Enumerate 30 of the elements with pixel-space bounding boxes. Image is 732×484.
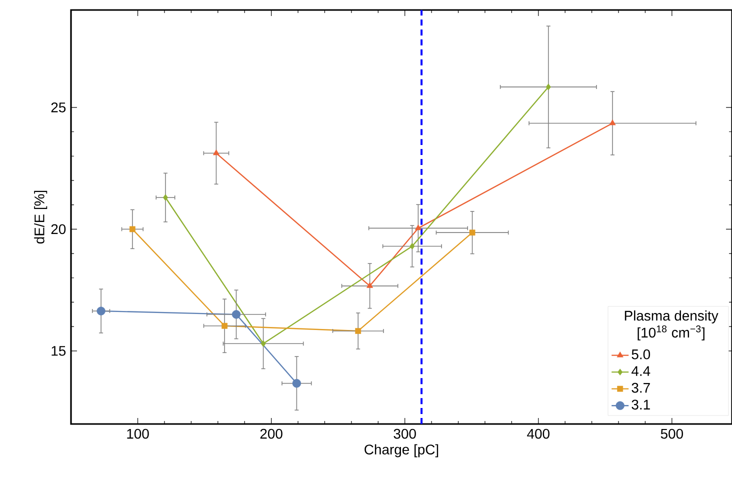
legend-title: Plasma density [10$^{18}$ cm$^{−3}$] xyxy=(624,310,718,340)
legend-label: 3.1 xyxy=(632,400,650,410)
y-tick-label: 25 xyxy=(51,102,66,112)
x-tick-label: 500 xyxy=(660,428,684,439)
point xyxy=(546,84,551,90)
y-axis-title: dE/E [%] xyxy=(34,190,48,244)
point xyxy=(162,194,168,201)
legend-label: 4.4 xyxy=(632,366,650,376)
point xyxy=(222,322,228,329)
point xyxy=(469,230,476,236)
point xyxy=(414,224,422,230)
x-axis-title: Charge [pC] xyxy=(364,444,438,458)
x-tick-label: 300 xyxy=(394,428,416,439)
point xyxy=(609,120,616,126)
y-tick-label: 15 xyxy=(52,346,66,356)
point xyxy=(410,242,415,250)
x-tick-label: 200 xyxy=(260,428,282,439)
point xyxy=(129,226,136,232)
point xyxy=(232,310,241,319)
point xyxy=(96,306,106,316)
legend-label: 5.0 xyxy=(632,349,650,360)
point xyxy=(260,340,266,347)
point xyxy=(292,378,302,388)
point xyxy=(212,149,220,156)
legend-label: 3.7 xyxy=(632,382,650,393)
x-tick-label: 400 xyxy=(527,428,550,439)
point xyxy=(366,282,374,288)
point xyxy=(355,328,362,334)
y-tick-label: 20 xyxy=(51,224,66,234)
x-tick-label: 100 xyxy=(127,428,149,439)
